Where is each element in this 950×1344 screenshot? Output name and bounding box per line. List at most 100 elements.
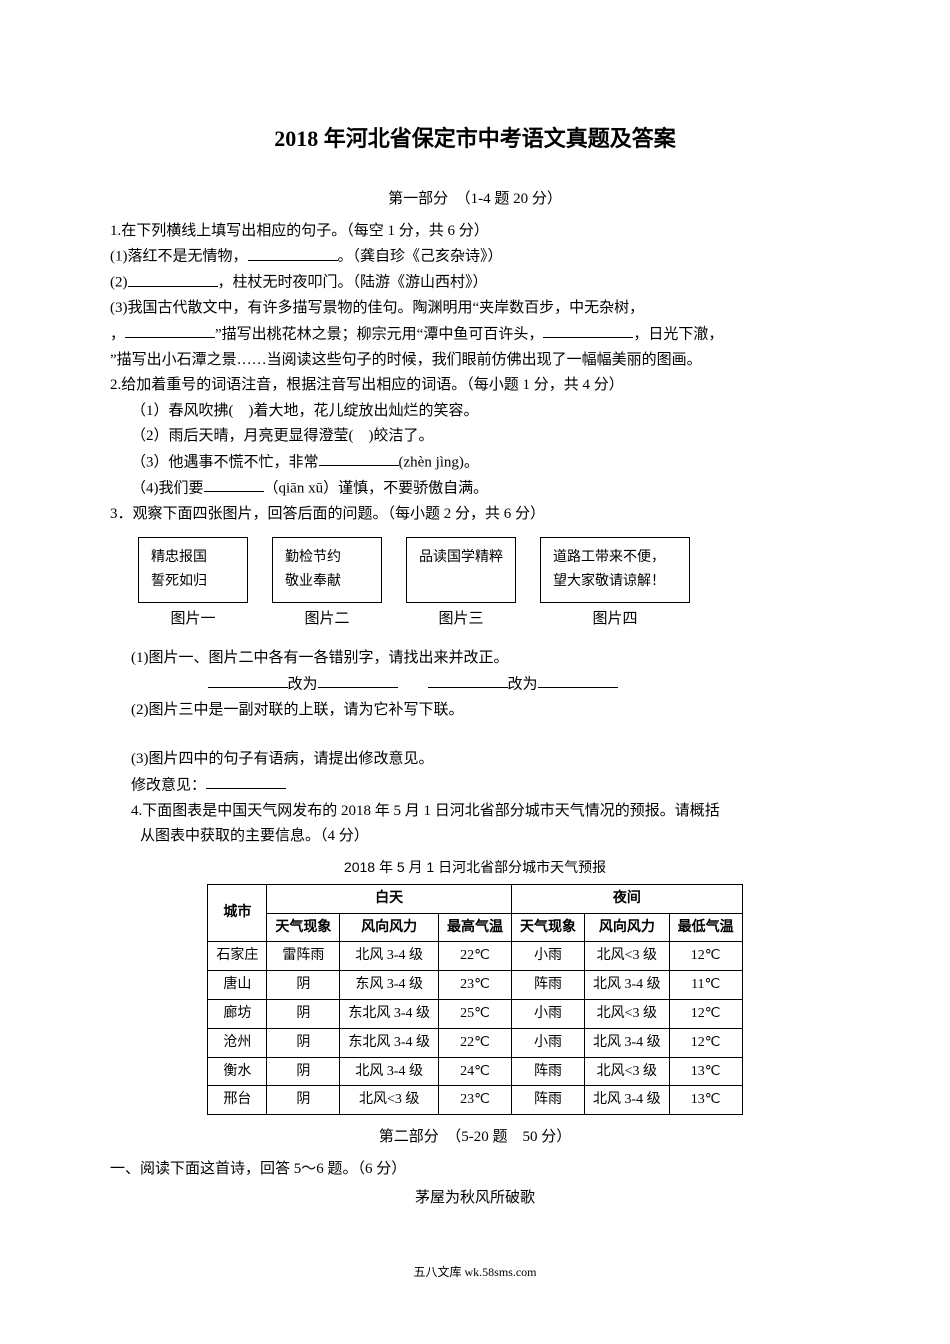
cell-n3: 13℃	[669, 1057, 742, 1086]
cell-d3: 22℃	[439, 942, 512, 971]
sub-1: 风向风力	[340, 913, 439, 942]
sub-5: 最低气温	[669, 913, 742, 942]
q3-3: (3)图片四中的句子有语病，请提出修改意见。	[110, 747, 840, 773]
cell-n3: 12℃	[669, 1028, 742, 1057]
th-city: 城市	[208, 884, 267, 942]
q3-1: (1)图片一、图片二中各有一各错别字，请找出来并改正。	[110, 646, 840, 672]
q3-3b-label: 修改意见：	[131, 777, 206, 793]
card-1: 精忠报国 誓死如归	[138, 537, 248, 603]
cell-d1: 阴	[267, 1028, 340, 1057]
cell-d2: 北风 3-4 级	[340, 1057, 439, 1086]
cell-d1: 雷阵雨	[267, 942, 340, 971]
card-4: 道路工带来不便， 望大家敬请谅解！	[540, 537, 690, 603]
q3-1-blanks: 改为 改为	[110, 672, 840, 698]
q1-3-c: ”描写出桃花林之景；柳宗元用“潭中鱼可百许头，	[215, 326, 543, 342]
table-row: 廊坊阴东北风 3-4 级25℃小雨北风<3 级12℃	[208, 999, 742, 1028]
q1-3-b: ，	[110, 326, 125, 342]
q2-3-b: (zhèn jìng)。	[399, 454, 479, 470]
cell-n3: 13℃	[669, 1086, 742, 1115]
th-day: 白天	[267, 884, 512, 913]
q1-3-line2: ，”描写出桃花林之景；柳宗元用“潭中鱼可百许头，，日光下澈，	[110, 322, 840, 348]
q4-stem: 4.下面图表是中国天气网发布的 2018 年 5 月 1 日河北省部分城市天气情…	[110, 799, 840, 825]
sub-4: 风向风力	[585, 913, 670, 942]
table-row: 石家庄雷阵雨北风 3-4 级22℃小雨北风<3 级12℃	[208, 942, 742, 971]
q2-3-a: （3）他遇事不慌不忙，非常	[131, 454, 319, 470]
q1-2: (2)，柱杖无时夜叩门。（陆游《游山西村》）	[110, 270, 840, 296]
cell-d3: 24℃	[439, 1057, 512, 1086]
footer: 五八文库 wk.58sms.com	[110, 1262, 840, 1282]
card-label-1: 图片一	[138, 607, 248, 633]
q1-1: (1)落红不是无情物， 。（龚自珍《己亥杂诗》）	[110, 244, 840, 270]
q1-1-b: 。（龚自珍《己亥杂诗》）	[338, 249, 503, 265]
cell-n2: 北风 3-4 级	[585, 1028, 670, 1057]
q1-3-line1: (3)我国古代散文中，有许多描写景物的佳句。陶渊明用“夹岸数百步，中无杂树，	[110, 296, 840, 322]
poem-title: 茅屋为秋风所破歌	[110, 1186, 840, 1212]
cell-n3: 12℃	[669, 942, 742, 971]
cell-n2: 北风 3-4 级	[585, 971, 670, 1000]
weather-table: 城市 白天 夜间 天气现象 风向风力 最高气温 天气现象 风向风力 最低气温 石…	[207, 884, 742, 1115]
cell-d3: 23℃	[439, 1086, 512, 1115]
q1-1-a: (1)落红不是无情物，	[110, 249, 248, 265]
cell-n2: 北风 3-4 级	[585, 1086, 670, 1115]
cell-d3: 22℃	[439, 1028, 512, 1057]
section-2-header: 第二部分 （5-20 题 50 分）	[110, 1125, 840, 1151]
q3-stem: 3．观察下面四张图片，回答后面的问题。（每小题 2 分，共 6 分）	[110, 502, 840, 528]
cell-city: 唐山	[208, 971, 267, 1000]
cards-row: 精忠报国 誓死如归 勤检节约 敬业奉献 品读国学精粹 道路工带来不便， 望大家敬…	[110, 537, 840, 603]
q3-1-mid2: 改为	[508, 676, 538, 692]
q3-2: (2)图片三中是一副对联的上联，请为它补写下联。	[110, 698, 840, 724]
cell-n3: 12℃	[669, 999, 742, 1028]
cell-n1: 阵雨	[512, 971, 585, 1000]
card-2-l2: 敬业奉献	[285, 570, 369, 594]
sub-0: 天气现象	[267, 913, 340, 942]
q1-2-a: (2)	[110, 275, 128, 291]
card-4-l1: 道路工带来不便，	[553, 546, 677, 570]
q3-1-mid1: 改为	[288, 676, 318, 692]
cell-d1: 阴	[267, 971, 340, 1000]
cell-d2: 东北风 3-4 级	[340, 999, 439, 1028]
cell-n2: 北风<3 级	[585, 999, 670, 1028]
card-label-2: 图片二	[272, 607, 382, 633]
cell-city: 廊坊	[208, 999, 267, 1028]
cell-n2: 北风<3 级	[585, 1057, 670, 1086]
card-label-4: 图片四	[540, 607, 690, 633]
reading-intro: 一、阅读下面这首诗，回答 5～6 题。（6 分）	[110, 1157, 840, 1183]
cell-city: 邢台	[208, 1086, 267, 1115]
cell-d3: 25℃	[439, 999, 512, 1028]
q1-3-line3: ”描写出小石潭之景……当阅读这些句子的时候，我们眼前仿佛出现了一幅幅美丽的图画。	[110, 348, 840, 374]
table-row: 唐山阴东风 3-4 级23℃阵雨北风 3-4 级11℃	[208, 971, 742, 1000]
cell-d2: 东北风 3-4 级	[340, 1028, 439, 1057]
cell-d2: 北风<3 级	[340, 1086, 439, 1115]
card-1-l2: 誓死如归	[151, 570, 235, 594]
th-night: 夜间	[512, 884, 743, 913]
cell-d2: 东风 3-4 级	[340, 971, 439, 1000]
sub-header-row: 天气现象 风向风力 最高气温 天气现象 风向风力 最低气温	[208, 913, 742, 942]
cell-n1: 小雨	[512, 942, 585, 971]
cell-n1: 小雨	[512, 1028, 585, 1057]
sub-3: 天气现象	[512, 913, 585, 942]
q2-2: （2）雨后天晴，月亮更显得澄莹( )皎洁了。	[110, 424, 840, 450]
q4-stem2: 从图表中获取的主要信息。（4 分）	[110, 824, 840, 850]
q3-3b: 修改意见：	[110, 773, 840, 799]
cell-city: 石家庄	[208, 942, 267, 971]
card-2-l1: 勤检节约	[285, 546, 369, 570]
cell-n1: 阵雨	[512, 1086, 585, 1115]
sub-2: 最高气温	[439, 913, 512, 942]
cell-d1: 阴	[267, 1086, 340, 1115]
document-title: 2018 年河北省保定市中考语文真题及答案	[110, 120, 840, 157]
q2-1: （1）春风吹拂( )着大地，花儿绽放出灿烂的笑容。	[110, 399, 840, 425]
table-row: 邢台阴北风<3 级23℃阵雨北风 3-4 级13℃	[208, 1086, 742, 1115]
card-4-l2: 望大家敬请谅解！	[553, 570, 677, 594]
card-1-l1: 精忠报国	[151, 546, 235, 570]
table-caption: 2018 年 5 月 1 日河北省部分城市天气预报	[110, 856, 840, 880]
q1-stem: 1.在下列横线上填写出相应的句子。（每空 1 分，共 6 分）	[110, 219, 840, 245]
q2-stem: 2.给加着重号的词语注音，根据注音写出相应的词语。（每小题 1 分，共 4 分）	[110, 373, 840, 399]
section-1-header: 第一部分 （1-4 题 20 分）	[110, 187, 840, 213]
card-labels: 图片一 图片二 图片三 图片四	[110, 607, 840, 633]
cell-n1: 阵雨	[512, 1057, 585, 1086]
q2-4-a: （4)我们要	[131, 480, 204, 496]
cell-d1: 阴	[267, 1057, 340, 1086]
cell-d1: 阴	[267, 999, 340, 1028]
cell-city: 沧州	[208, 1028, 267, 1057]
q2-3: （3）他遇事不慌不忙，非常 (zhèn jìng)。	[110, 450, 840, 476]
